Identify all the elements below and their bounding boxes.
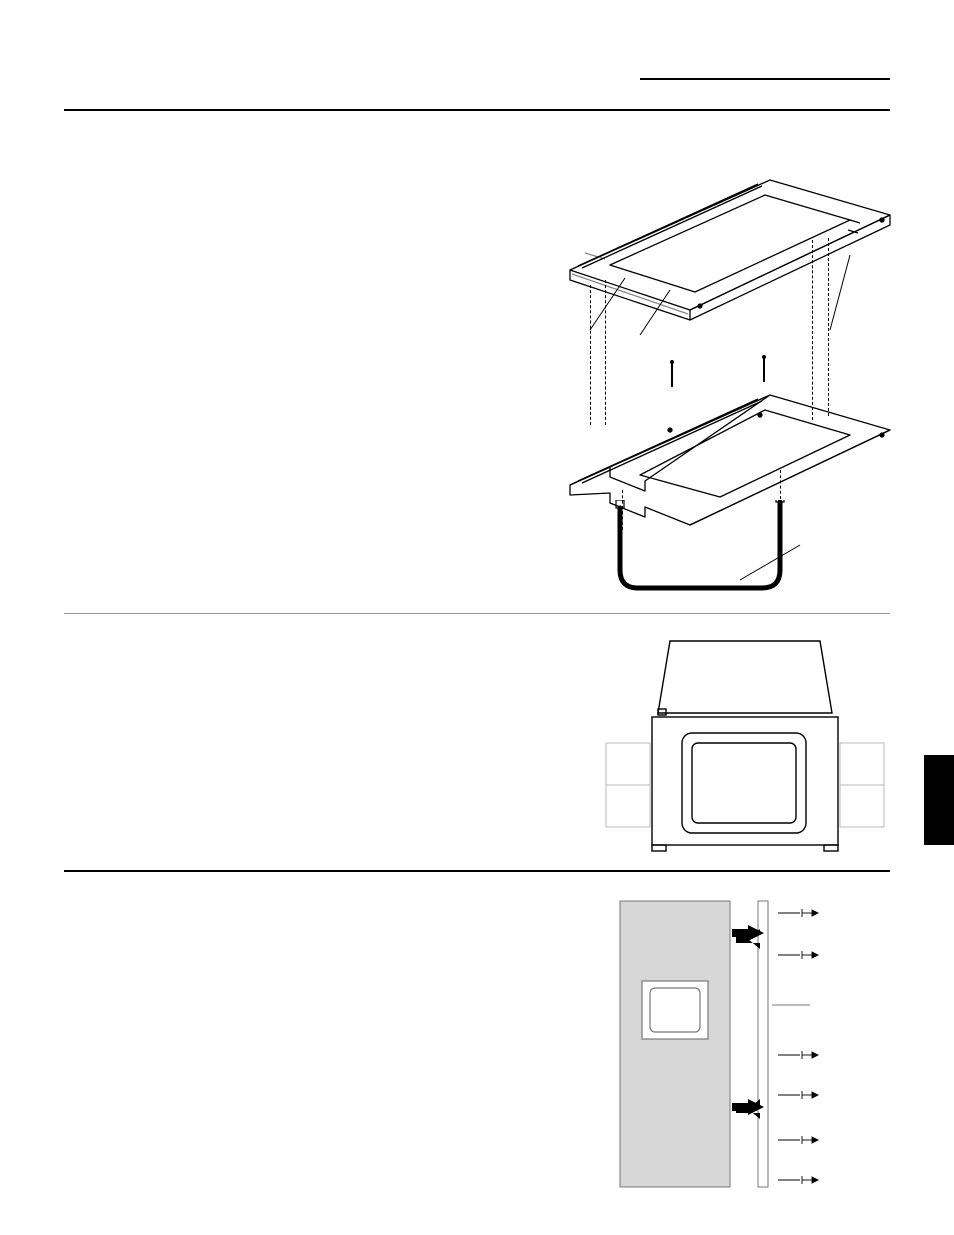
fig1-leadline-handle — [730, 540, 850, 600]
edge-tab — [924, 755, 954, 845]
figure-side-panel-assembly — [600, 895, 910, 1195]
figure-cabinet-front — [600, 635, 890, 860]
header-rule-short — [640, 78, 890, 80]
page — [0, 0, 954, 1235]
header-rule-long — [64, 109, 890, 111]
fig1-leadlines-upper — [530, 160, 900, 360]
figure-exploded-tray — [530, 160, 900, 600]
divider-middle — [64, 613, 890, 614]
divider-lower — [64, 870, 890, 872]
